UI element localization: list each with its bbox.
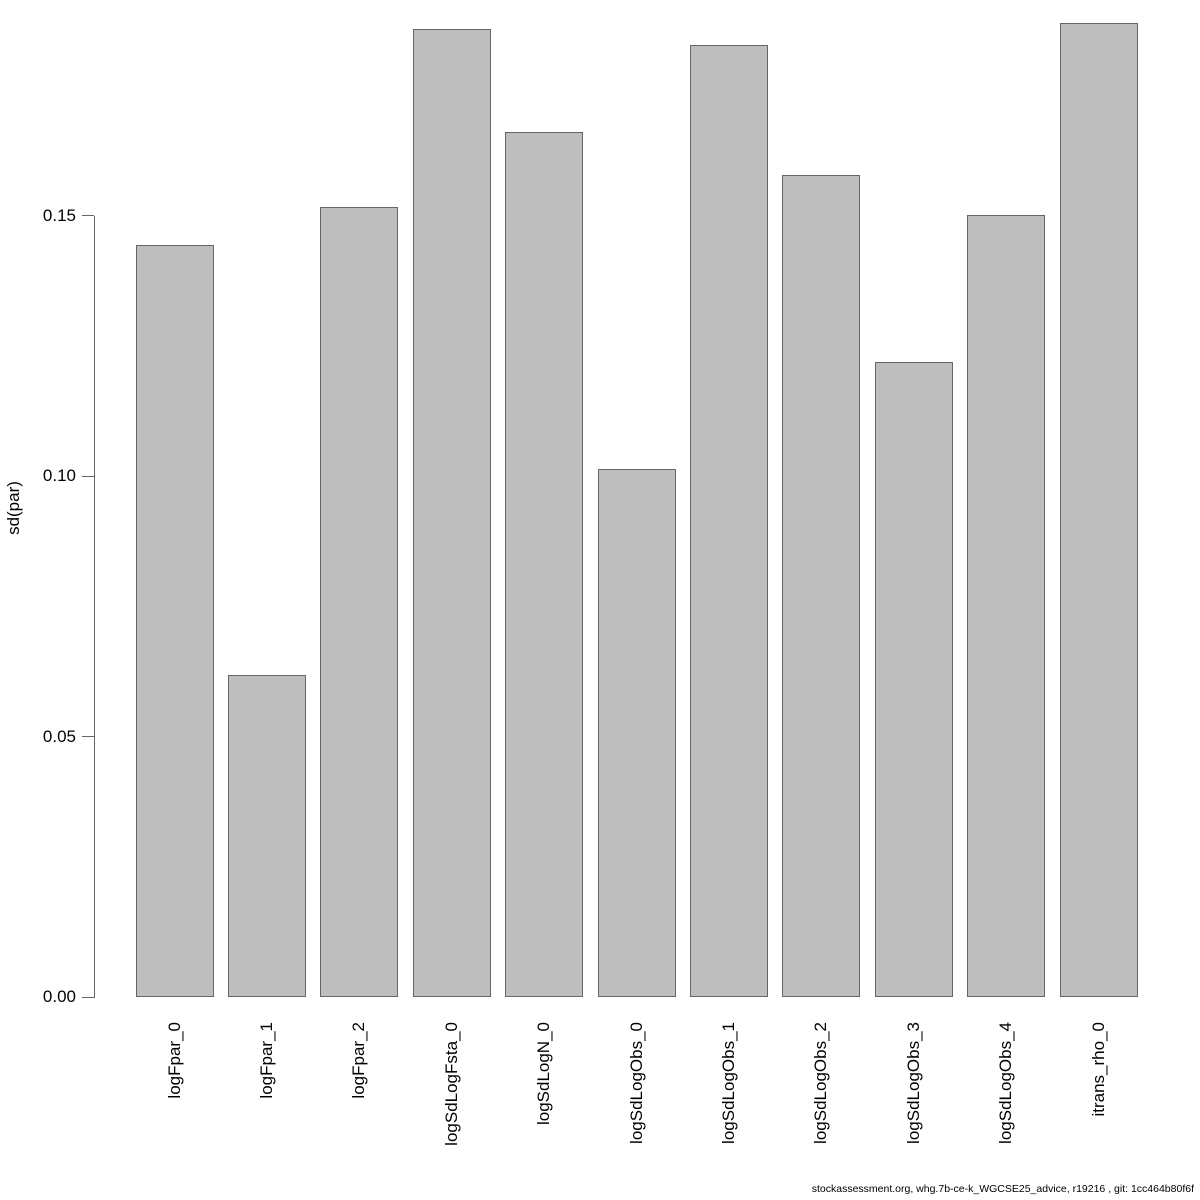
x-tick-label: logSdLogObs_2 [811,1022,831,1144]
y-tick-mark [82,215,94,217]
bar [505,132,584,997]
y-tick-mark [82,475,94,477]
y-tick-label: 0.15 [42,205,76,225]
x-tick-label: itrans_rho_0 [1088,1022,1108,1117]
bar [320,207,399,997]
bar [782,174,861,997]
bar [967,214,1046,997]
y-tick-label: 0.10 [42,466,76,486]
y-tick-mark [82,996,94,998]
y-tick-mark [82,736,94,738]
x-tick-label: logSdLogFsta_0 [441,1022,461,1146]
y-tick-label: 0.00 [42,987,76,1006]
bar [690,45,769,997]
x-tick-label: logSdLogObs_0 [626,1022,646,1144]
footer-note: stockassessment.org, whg.7b-ce-k_WGCSE25… [811,1183,1194,1195]
x-tick-label: logSdLogObs_1 [719,1022,739,1144]
x-tick-label: logSdLogObs_3 [903,1022,923,1144]
bar [412,29,491,997]
x-tick-label: logFpar_0 [164,1022,184,1099]
x-tick-label: logFpar_2 [349,1022,369,1099]
x-tick-label: logSdLogObs_4 [996,1022,1016,1144]
bar [227,675,306,997]
bar [135,245,214,997]
bar [874,361,953,997]
y-tick-label: 0.05 [42,726,76,746]
y-axis-line [94,215,95,998]
x-tick-label: logFpar_1 [256,1022,276,1099]
bar [597,469,676,997]
bar [1059,23,1138,997]
y-axis-title: sd(par) [4,481,23,535]
x-tick-label: logSdLogN_0 [534,1022,554,1126]
